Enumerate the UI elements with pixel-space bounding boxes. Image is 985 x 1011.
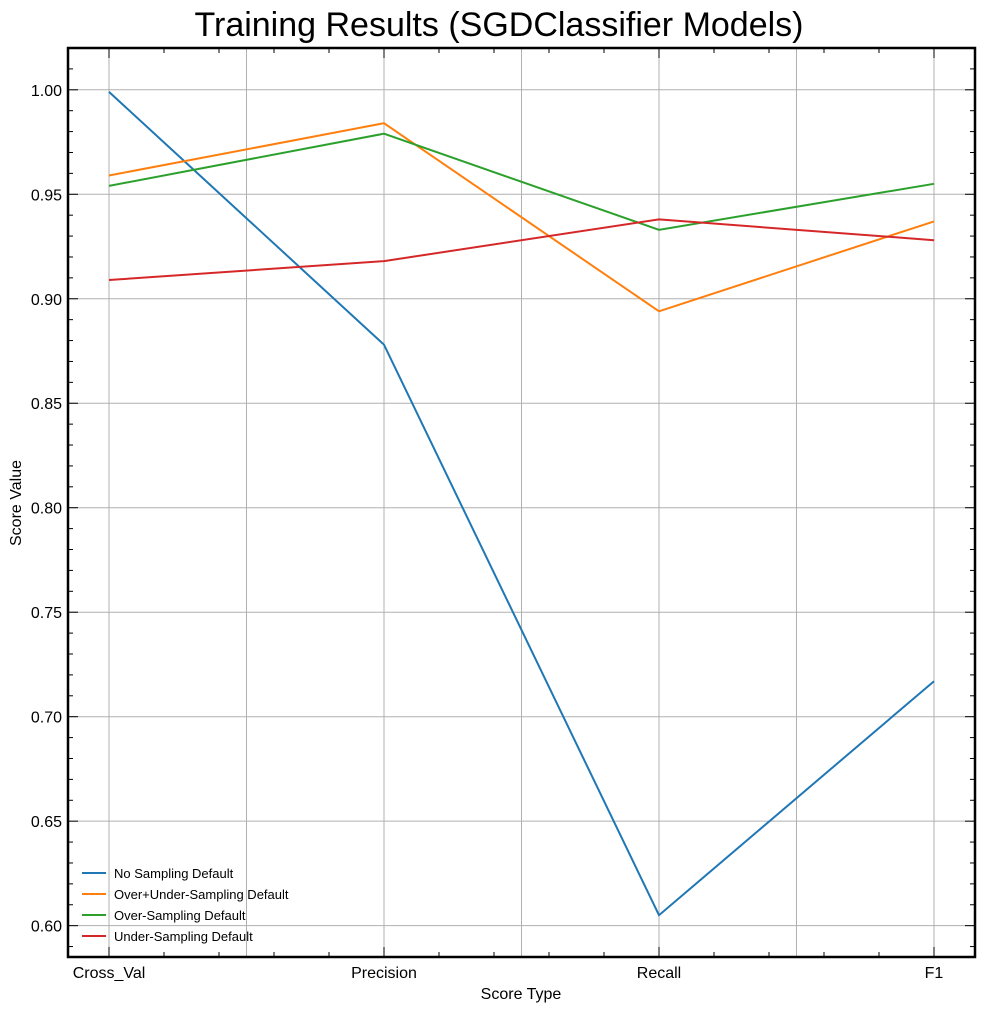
x-axis-label: Score Type: [481, 986, 562, 1003]
x-tick-label: Recall: [637, 965, 681, 982]
legend: No Sampling Default Over+Under-Sampling D…: [82, 866, 289, 944]
plot-frame: [66, 46, 977, 959]
x-tick-label: F1: [925, 965, 944, 982]
x-tick-label: Precision: [351, 965, 417, 982]
series-line-1: [108, 91, 935, 917]
y-tick-label: 0.80: [31, 501, 62, 518]
y-tick-label: 1.00: [31, 83, 62, 100]
chart-title: Training Results (SGDClassifier Models): [194, 6, 803, 44]
legend-label: Over+Under-Sampling Default: [114, 887, 289, 902]
y-axis-label: Score Value: [8, 460, 25, 546]
series-line-3: [108, 132, 935, 231]
legend-label: Under-Sampling Default: [114, 929, 253, 944]
series-line-2: [108, 122, 935, 313]
y-tick-label: 0.65: [31, 814, 62, 831]
legend-label: Over-Sampling Default: [114, 908, 246, 923]
x-tick-labels: Cross_Val Precision Recall F1: [73, 965, 944, 982]
y-tick-label: 0.70: [31, 710, 62, 727]
grid: [68, 48, 975, 957]
legend-label: No Sampling Default: [114, 866, 234, 881]
y-tick-label: 0.75: [31, 605, 62, 622]
y-tick-label: 0.85: [31, 396, 62, 413]
x-tick-label: Cross_Val: [73, 965, 146, 982]
y-tick-labels: 0.60 0.65 0.70 0.75 0.80 0.85 0.90 0.95 1.00: [31, 83, 62, 936]
series-line-4: [108, 218, 935, 281]
y-tick-label: 0.60: [31, 919, 62, 936]
y-tick-label: 0.95: [31, 187, 62, 204]
series-lines: [108, 91, 935, 917]
y-tick-label: 0.90: [31, 292, 62, 309]
